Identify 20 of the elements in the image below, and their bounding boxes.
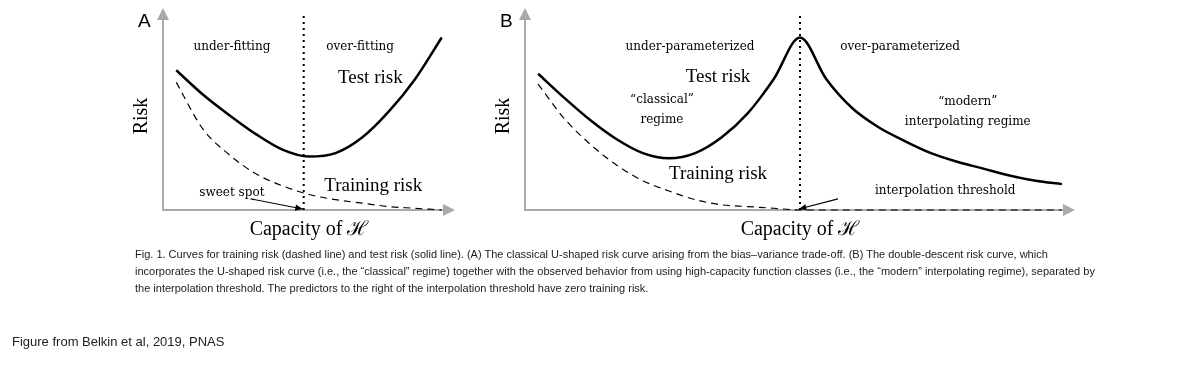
caption: Fig. 1. Curves for training risk (dashed line) and test risk (solid line). (A) The classical U-shaped risk curve arising from the bias–variance trade-off. (B) The double-descent risk curve, which incorporates the U-shaped risk curve (i.e., the “classical” regime) together with the observed behavior from using high-capacity function classes (i.e., the “modern” interpolating regime), separated by the interpolation threshold. The predictors to the right of the interpolation threshold have zero training risk. (135, 247, 1096, 296)
annotation: under-fitting (193, 38, 271, 53)
x-axis-title: Capacity of ℋ (740, 217, 861, 241)
series-label: Training risk (324, 173, 423, 195)
series-label: Test risk (338, 66, 404, 88)
x-axis-title: Capacity of ℋ (249, 217, 370, 241)
y-axis-title: Risk (129, 97, 152, 135)
annotation: over-parameterized (840, 38, 961, 53)
y-axis-title: Risk (491, 97, 514, 135)
series-label: Training risk (669, 162, 768, 184)
annotation: over-fitting (326, 38, 395, 53)
annotation: “classical” regime (630, 92, 694, 127)
annotation: “modern” interpolating regime (904, 94, 1031, 129)
annotation: interpolation threshold (874, 183, 1016, 198)
series-label: Test risk (685, 64, 751, 86)
annotation: under-parameterized (625, 38, 755, 53)
chart-title: B (500, 9, 513, 31)
chart-title: A (138, 9, 151, 31)
text: Figure from Belkin et al, 2019, PNAS (12, 334, 225, 349)
annotation: sweet spot (199, 185, 265, 200)
